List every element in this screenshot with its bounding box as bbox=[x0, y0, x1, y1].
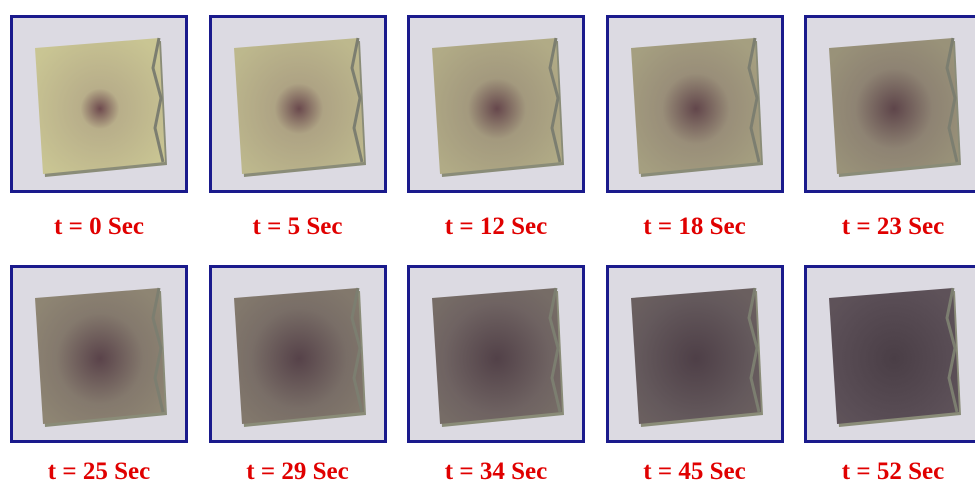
time-label: t = 5 Sec bbox=[209, 213, 387, 241]
photo bbox=[407, 265, 585, 443]
time-label: t = 45 Sec bbox=[606, 458, 784, 486]
photo-panel: t = 45 Sec bbox=[606, 265, 784, 443]
photo-panel: t = 29 Sec bbox=[209, 265, 387, 443]
time-label: t = 25 Sec bbox=[10, 458, 188, 486]
time-label: t = 23 Sec bbox=[804, 213, 975, 241]
figure: (() => { const data = JSON.parse(documen… bbox=[0, 0, 975, 491]
photo-panel: t = 0 Sec bbox=[10, 15, 188, 193]
photo bbox=[606, 265, 784, 443]
time-label: t = 12 Sec bbox=[407, 213, 585, 241]
photo bbox=[804, 265, 975, 443]
photo bbox=[209, 265, 387, 443]
time-label: t = 52 Sec bbox=[804, 458, 975, 486]
photo bbox=[209, 15, 387, 193]
photo-panel: t = 5 Sec bbox=[209, 15, 387, 193]
time-label: t = 0 Sec bbox=[10, 213, 188, 241]
photo-panel: t = 34 Sec bbox=[407, 265, 585, 443]
photo-panel: t = 12 Sec bbox=[407, 15, 585, 193]
photo-panel: t = 52 Sec bbox=[804, 265, 975, 443]
photo bbox=[407, 15, 585, 193]
photo-panel: t = 23 Sec bbox=[804, 15, 975, 193]
photo bbox=[606, 15, 784, 193]
photo bbox=[10, 265, 188, 443]
photo bbox=[10, 15, 188, 193]
photo bbox=[804, 15, 975, 193]
time-label: t = 29 Sec bbox=[209, 458, 387, 486]
photo-panel: t = 25 Sec bbox=[10, 265, 188, 443]
time-label: t = 34 Sec bbox=[407, 458, 585, 486]
photo-panel: t = 18 Sec bbox=[606, 15, 784, 193]
time-label: t = 18 Sec bbox=[606, 213, 784, 241]
